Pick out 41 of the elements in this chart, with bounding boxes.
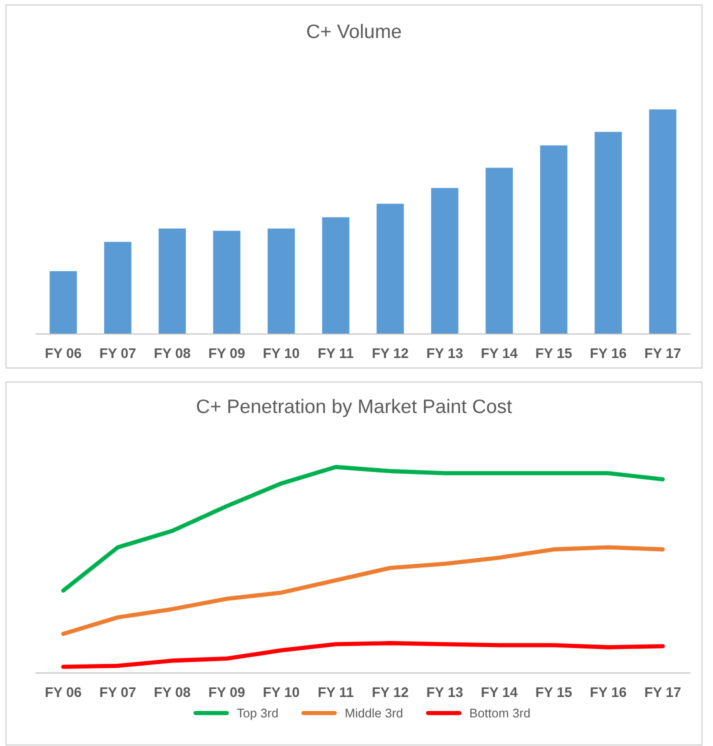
bar	[376, 204, 404, 334]
x-tick-label: FY 16	[590, 348, 626, 358]
x-tick-label: FY 17	[645, 348, 681, 358]
bar	[158, 228, 186, 334]
x-tick-label: FY 11	[318, 348, 354, 358]
x-tick-label: FY 06	[46, 687, 82, 698]
bar	[594, 132, 622, 334]
bar	[104, 242, 132, 334]
x-tick-label: FY 16	[590, 687, 626, 698]
x-tick-label: FY 07	[100, 348, 136, 358]
x-tick-label: FY 10	[264, 687, 300, 698]
x-tick-label: FY 13	[427, 348, 463, 358]
x-tick-label: FY 15	[536, 348, 572, 358]
x-tick-label: FY 09	[209, 348, 245, 358]
bar	[50, 271, 77, 334]
bar	[540, 145, 568, 334]
x-tick-label: FY 14	[482, 687, 518, 697]
legend-label: Top 3rd	[237, 708, 278, 720]
bar	[486, 168, 513, 334]
x-tick-label: FY 14	[482, 348, 518, 358]
legend-label: Middle 3rd	[346, 708, 402, 718]
x-tick-label: FY 07	[100, 687, 136, 698]
x-tick-label: FY 13	[427, 687, 463, 698]
chart-title: C+ Penetration by Market Paint Cost	[196, 398, 512, 418]
chart-title: C+ Volume	[307, 24, 401, 38]
bar	[213, 230, 240, 334]
x-tick-label: FY 15	[536, 687, 572, 698]
x-tick-label: FY 06	[46, 348, 82, 358]
x-tick-label: FY 17	[645, 687, 681, 697]
x-tick-label: FY 09	[209, 687, 245, 698]
x-tick-label: FY 08	[154, 348, 190, 358]
legend-label: Bottom 3rd	[470, 708, 530, 718]
bar	[268, 228, 295, 334]
x-tick-label: FY 10	[264, 348, 300, 358]
x-tick-label: FY 11	[318, 687, 354, 697]
bar	[322, 217, 350, 334]
bar	[649, 109, 676, 334]
x-tick-label: FY 08	[154, 687, 190, 698]
bar	[431, 188, 458, 334]
x-tick-label: FY 12	[372, 348, 408, 358]
x-tick-label: FY 12	[372, 687, 408, 697]
